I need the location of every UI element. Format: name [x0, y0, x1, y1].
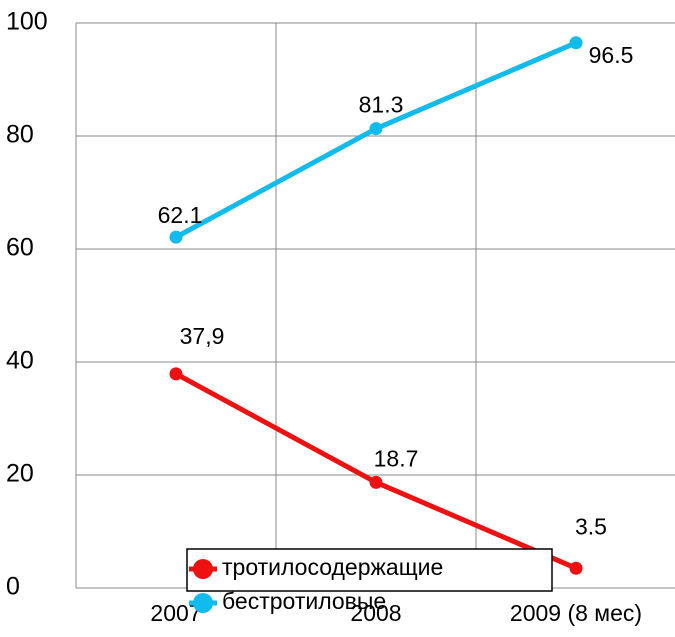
point — [169, 230, 183, 244]
data-label: 62.1 — [158, 202, 203, 228]
legend-label: бестротиловые — [222, 588, 386, 614]
legend-marker — [193, 559, 213, 579]
legend-label: тротилосодержащие — [222, 554, 443, 580]
point — [569, 561, 583, 575]
y-tick-label: 100 — [6, 8, 48, 36]
y-tick-label: 80 — [6, 121, 34, 149]
point — [169, 367, 183, 381]
data-label: 37,9 — [180, 323, 225, 349]
data-label: 3.5 — [575, 513, 607, 539]
point — [369, 475, 383, 489]
x-tick-label: 2009 (8 мес) — [510, 600, 642, 626]
y-tick-label: 60 — [6, 234, 34, 262]
x-tick-label: 2008 — [350, 600, 401, 626]
legend-box — [186, 548, 553, 592]
line — [174, 40, 577, 240]
y-tick-label: 40 — [6, 347, 34, 375]
y-tick-label: 20 — [6, 460, 34, 488]
y-tick-label: 0 — [6, 573, 20, 601]
point — [369, 122, 383, 136]
data-label: 18.7 — [374, 445, 419, 471]
point — [569, 36, 583, 50]
data-label: 96.5 — [589, 42, 634, 68]
data-label: 81.3 — [359, 92, 404, 118]
legend-marker — [193, 593, 213, 613]
